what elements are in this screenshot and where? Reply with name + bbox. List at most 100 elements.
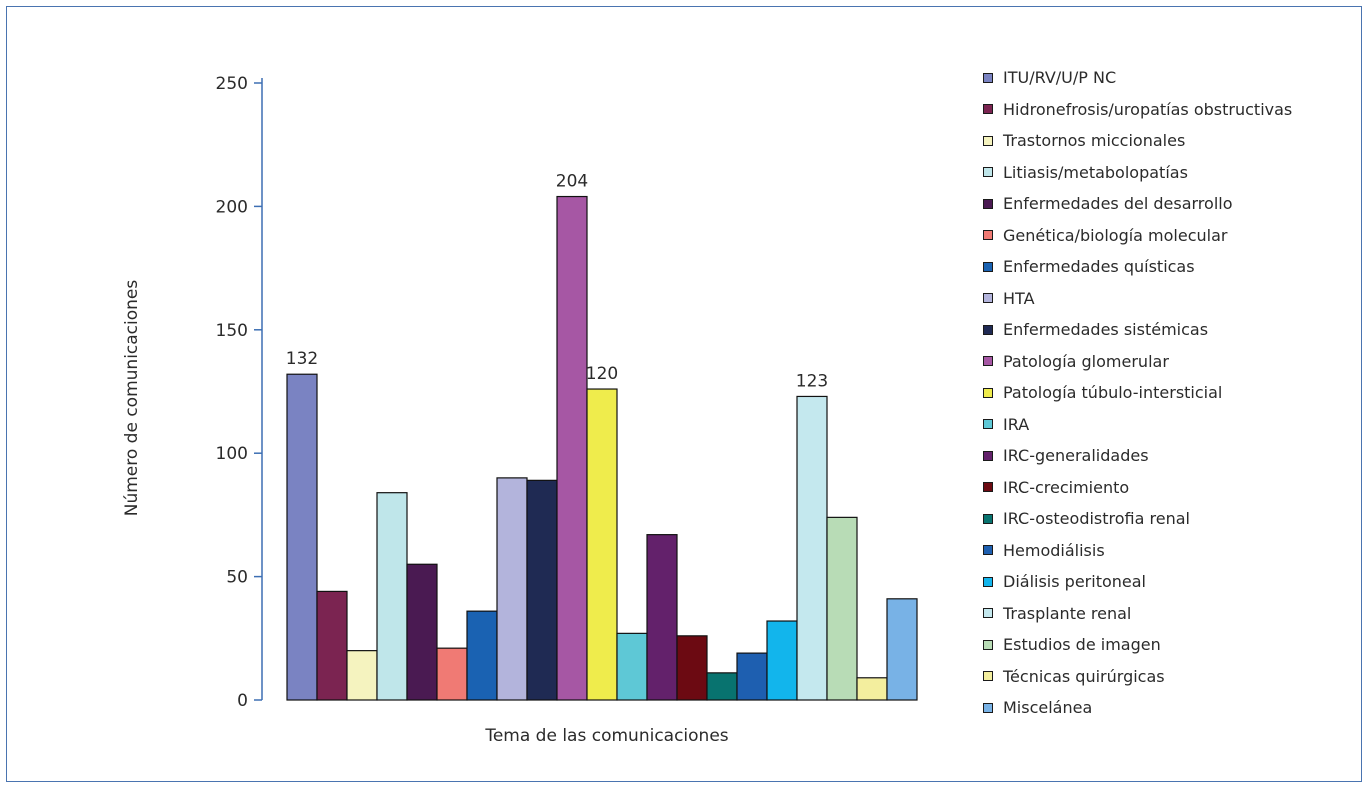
legend-swatch <box>983 450 993 461</box>
bar <box>526 479 558 701</box>
legend-item: Litiasis/metabolopatías <box>983 157 1363 189</box>
legend-swatch <box>983 72 993 83</box>
y-tick-label: 0 <box>237 691 248 711</box>
data-labels-group: 132 204 120 123 <box>286 172 828 392</box>
bar-data-label: 132 <box>286 349 318 369</box>
legend-label: Enfermedades quísticas <box>1003 257 1195 277</box>
legend-item: Miscelánea <box>983 692 1363 724</box>
legend-label: Enfermedades sistémicas <box>1003 320 1209 340</box>
bar-data-label: 123 <box>796 371 828 391</box>
bar-data-label: 120 <box>586 364 618 384</box>
legend-swatch <box>983 671 993 682</box>
legend-swatch <box>983 419 993 430</box>
legend-swatch <box>983 261 993 272</box>
legend-label: Genética/biología molecular <box>1003 225 1228 245</box>
legend-label: Litiasis/metabolopatías <box>1003 162 1188 182</box>
legend-swatch <box>983 387 993 398</box>
legend-item: Patología túbulo-intersticial <box>983 377 1363 409</box>
legend-swatch <box>983 293 993 304</box>
legend-label: Estudios de imagen <box>1003 635 1161 655</box>
legend-label: IRC-osteodistrofia renal <box>1003 509 1190 529</box>
bar <box>856 677 888 701</box>
bar <box>616 632 648 701</box>
legend-label: Técnicas quirúrgicas <box>1003 666 1165 686</box>
legend-swatch <box>983 482 993 493</box>
legend-swatch <box>983 104 993 115</box>
legend-item: Patología glomerular <box>983 346 1363 378</box>
y-tick-label: 100 <box>216 444 248 464</box>
legend-item: IRC-crecimiento <box>983 472 1363 504</box>
bar <box>706 672 738 701</box>
legend-label: Trasplante renal <box>1003 603 1132 623</box>
legend-label: IRA <box>1003 414 1030 434</box>
legend-item: Hidronefrosis/uropatías obstructivas <box>983 94 1363 126</box>
legend-item: Enfermedades del desarrollo <box>983 188 1363 220</box>
bar <box>586 388 618 701</box>
bar <box>556 195 588 701</box>
legend-swatch <box>983 545 993 556</box>
legend-swatch <box>983 324 993 335</box>
bar <box>346 650 378 701</box>
legend-item: Enfermedades sistémicas <box>983 314 1363 346</box>
y-tick-label: 150 <box>216 321 248 341</box>
legend-swatch <box>983 608 993 619</box>
legend-swatch <box>983 513 993 524</box>
legend-label: HTA <box>1003 288 1035 308</box>
y-axis-ticks: 0 50 100 150 200 250 <box>216 74 262 711</box>
legend-swatch <box>983 230 993 241</box>
bar <box>376 492 408 701</box>
x-axis-title: Tema de las comunicaciones <box>484 726 728 746</box>
bar <box>316 590 348 701</box>
legend-item: Estudios de imagen <box>983 629 1363 661</box>
legend-swatch <box>983 702 993 713</box>
legend-item: Genética/biología molecular <box>983 220 1363 252</box>
legend-label: Miscelánea <box>1003 698 1093 718</box>
legend-label: Patología túbulo-intersticial <box>1003 383 1223 403</box>
legend-item: Trastornos miccionales <box>983 125 1363 157</box>
bar <box>886 598 918 701</box>
bar <box>646 534 678 701</box>
legend-item: Técnicas quirúrgicas <box>983 661 1363 693</box>
y-axis-title: Número de comunicaciones <box>122 280 142 517</box>
bar <box>826 516 858 701</box>
legend-item: Hemodiálisis <box>983 535 1363 567</box>
legend-label: Enfermedades del desarrollo <box>1003 194 1233 214</box>
legend-label: IRC-crecimiento <box>1003 477 1130 497</box>
legend-swatch <box>983 167 993 178</box>
legend-swatch <box>983 639 993 650</box>
legend-item: IRA <box>983 409 1363 441</box>
bar-data-label: 204 <box>556 172 588 192</box>
bar <box>466 610 498 701</box>
legend-swatch <box>983 356 993 367</box>
legend-label: IRC-generalidades <box>1003 446 1149 466</box>
bar <box>436 647 468 701</box>
y-tick-label: 250 <box>216 74 248 94</box>
legend-label: Patología glomerular <box>1003 351 1169 371</box>
y-tick-label: 200 <box>216 197 248 217</box>
bar <box>406 563 438 701</box>
legend-label: Trastornos miccionales <box>1003 131 1186 151</box>
legend-label: Hemodiálisis <box>1003 540 1105 560</box>
legend-label: Diálisis peritoneal <box>1003 572 1146 592</box>
legend-swatch <box>983 198 993 209</box>
chart-legend: ITU/RV/U/P NC Hidronefrosis/uropatías obs… <box>983 62 1363 724</box>
legend-item: HTA <box>983 283 1363 315</box>
bar <box>496 477 528 701</box>
legend-item: Trasplante renal <box>983 598 1363 630</box>
legend-label: ITU/RV/U/P NC <box>1003 68 1117 88</box>
legend-label: Hidronefrosis/uropatías obstructivas <box>1003 99 1293 119</box>
bars-group <box>286 195 918 701</box>
bar <box>766 620 798 701</box>
legend-item: ITU/RV/U/P NC <box>983 62 1363 94</box>
legend-item: Diálisis peritoneal <box>983 566 1363 598</box>
legend-swatch <box>983 135 993 146</box>
legend-item: Enfermedades quísticas <box>983 251 1363 283</box>
bar <box>796 395 828 701</box>
bar <box>286 373 318 701</box>
bar <box>736 652 768 701</box>
legend-swatch <box>983 576 993 587</box>
chart-frame <box>6 6 1362 782</box>
y-tick-label: 50 <box>226 568 248 588</box>
bar <box>676 635 708 701</box>
